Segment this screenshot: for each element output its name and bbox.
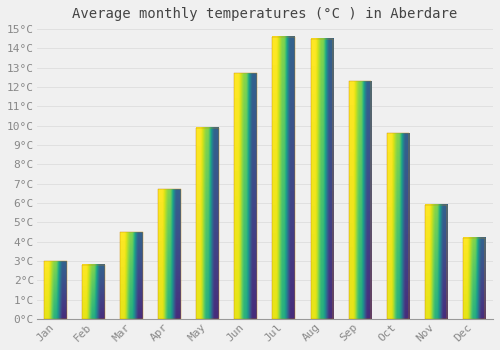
Bar <box>348 81 372 319</box>
Bar <box>196 128 220 319</box>
Bar <box>44 261 67 319</box>
Bar <box>234 74 258 319</box>
Bar <box>310 39 334 319</box>
Bar <box>158 189 181 319</box>
Bar <box>82 265 105 319</box>
Title: Average monthly temperatures (°C ) in Aberdare: Average monthly temperatures (°C ) in Ab… <box>72 7 458 21</box>
Bar <box>120 232 143 319</box>
Bar <box>462 238 485 319</box>
Bar <box>272 37 295 319</box>
Bar <box>424 205 448 319</box>
Bar <box>386 133 409 319</box>
